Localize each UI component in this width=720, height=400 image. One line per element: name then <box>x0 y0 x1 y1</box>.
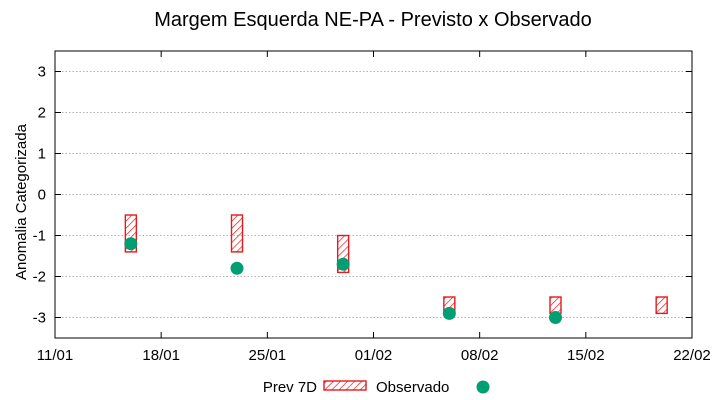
observed-point <box>442 306 456 320</box>
y-tick-label: 2 <box>38 105 46 122</box>
x-tick-label: 11/01 <box>37 347 73 364</box>
y-tick-label: -3 <box>33 310 46 327</box>
legend-swatch-forecast <box>323 380 367 391</box>
forecast-box <box>549 296 562 315</box>
x-tick-label: 15/02 <box>567 347 605 364</box>
x-tick-label: 18/01 <box>142 347 180 364</box>
observed-point <box>124 237 138 251</box>
forecast-box <box>336 234 350 274</box>
grid-lines <box>55 71 692 318</box>
legend-label-forecast: Prev 7D <box>263 379 317 396</box>
y-tick-label: 0 <box>38 187 46 204</box>
forecast-box <box>230 214 244 253</box>
x-tick-label: 25/01 <box>249 347 287 364</box>
y-tick-label: -1 <box>33 228 46 245</box>
x-tick-label: 08/02 <box>461 347 499 364</box>
y-tick-label: 1 <box>38 146 46 163</box>
legend-label-observed: Observado <box>376 379 449 396</box>
forecast-box <box>124 214 138 253</box>
chart-title: Margem Esquerda NE-PA - Previsto x Obser… <box>154 9 592 31</box>
observed-point <box>336 257 350 271</box>
y-axis: 3 2 1 0 -1 -2 -3 <box>33 64 692 327</box>
forecast-series <box>124 214 668 315</box>
forecast-box <box>655 296 668 315</box>
y-tick-label: 3 <box>38 64 46 81</box>
y-axis-label: Anomalia Categorizada <box>13 123 30 280</box>
y-tick-label: -2 <box>33 269 46 286</box>
x-tick-label: 22/02 <box>673 347 711 364</box>
legend: Prev 7D Observado <box>263 379 490 396</box>
observed-point <box>230 261 244 275</box>
x-axis: 11/01 18/01 25/01 01/02 08/02 15/02 22/02 <box>37 51 711 364</box>
x-tick-label: 01/02 <box>355 347 393 364</box>
observed-point <box>549 311 562 324</box>
observed-series <box>124 237 562 324</box>
legend-swatch-observed <box>476 380 490 394</box>
